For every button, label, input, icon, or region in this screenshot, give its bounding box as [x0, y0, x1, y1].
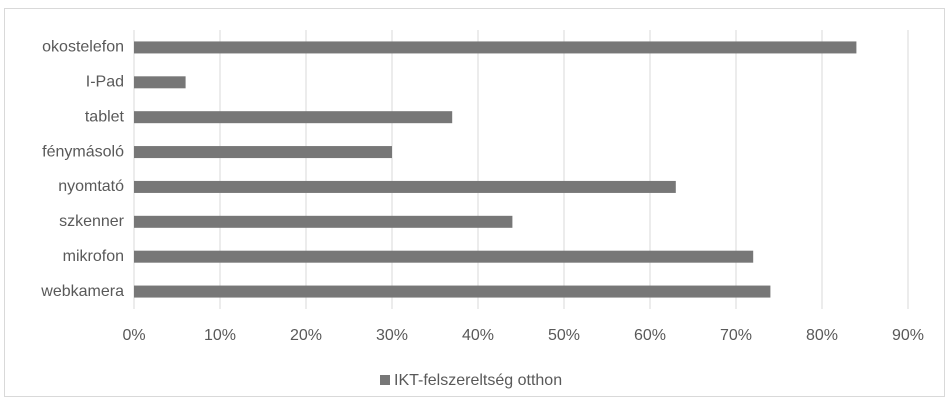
x-tick-label: 50%: [548, 327, 580, 344]
x-tick-label: 0%: [122, 327, 145, 344]
bar: [134, 146, 392, 159]
y-tick-label: okostelefon: [42, 39, 124, 56]
x-tick-label: 20%: [290, 327, 322, 344]
y-tick-label: mikrofon: [63, 248, 124, 265]
x-tick-label: 30%: [376, 327, 408, 344]
x-tick-label: 70%: [720, 327, 752, 344]
bar: [134, 250, 754, 263]
x-tick-label: 40%: [462, 327, 494, 344]
legend-label: IKT-felszereltség otthon: [394, 372, 562, 389]
y-tick-label: fénymásoló: [42, 143, 124, 160]
bar: [134, 180, 676, 193]
bar: [134, 76, 186, 89]
y-tick-label: webkamera: [40, 283, 124, 300]
x-tick-label: 80%: [806, 327, 838, 344]
bar: [134, 285, 771, 298]
chart-border: [4, 8, 945, 397]
y-tick-label: tablet: [85, 108, 125, 125]
y-tick-label: I-Pad: [86, 74, 124, 91]
bar: [134, 111, 453, 124]
bar: [134, 215, 513, 228]
x-tick-label: 60%: [634, 327, 666, 344]
legend-swatch: [380, 375, 390, 385]
y-tick-label: nyomtató: [58, 178, 124, 195]
x-tick-label: 90%: [892, 327, 924, 344]
x-tick-label: 10%: [204, 327, 236, 344]
bar: [134, 41, 857, 54]
y-tick-label: szkenner: [59, 213, 125, 230]
